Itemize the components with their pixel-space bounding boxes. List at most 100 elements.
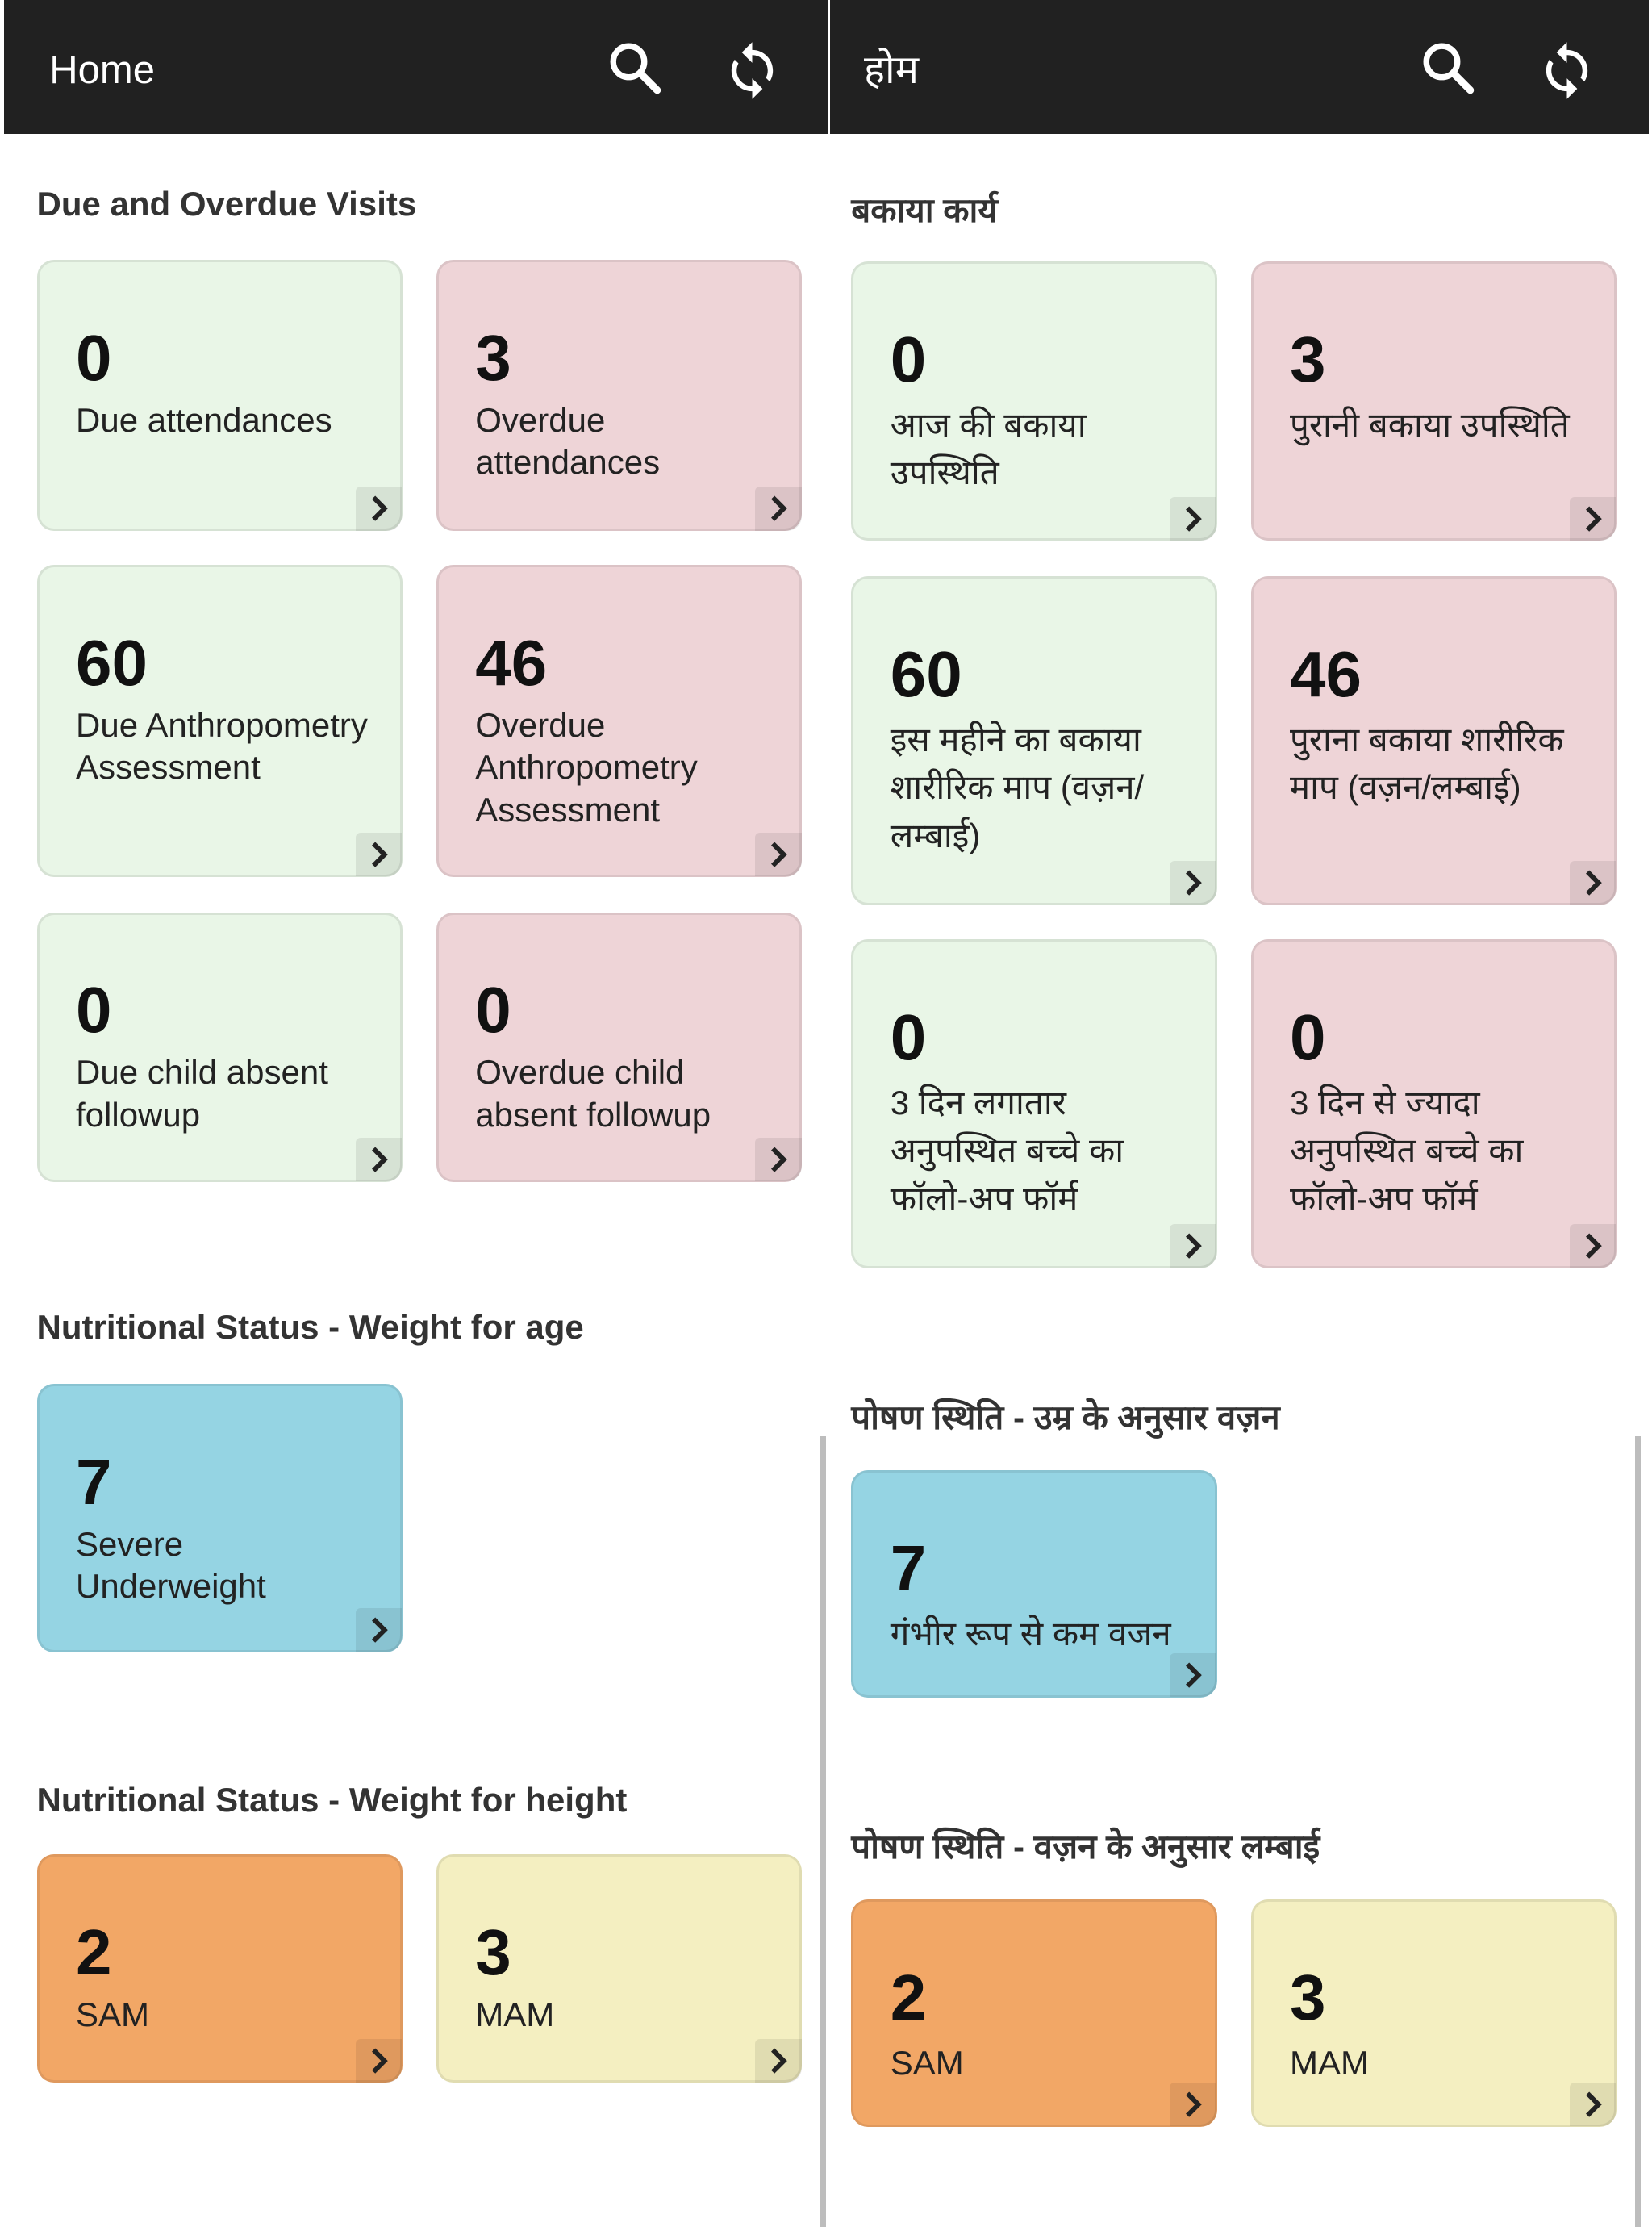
summary-card[interactable]: 7 Severe Underweight [36, 1384, 403, 1652]
card-label: आज की बकाया उपस्थिति [890, 405, 1087, 492]
card-count: 0 [890, 1001, 927, 1073]
card-label: Overdue Anthropometry Assessment [475, 705, 698, 829]
summary-card[interactable]: 3 पुरानी बकाया उपस्थिति [1250, 261, 1617, 541]
chevron [770, 1147, 787, 1172]
card-count: 3 [1290, 323, 1326, 395]
chevron [371, 2047, 388, 2074]
chevron [1186, 1233, 1203, 1259]
search-button[interactable] [604, 37, 666, 99]
card-label: Severe Underweight [76, 1524, 266, 1606]
summary-card[interactable]: 2 SAM [851, 1899, 1217, 2127]
sync-button[interactable] [721, 40, 783, 102]
app-bar [4, 0, 829, 135]
summary-card[interactable]: 3 MAM [436, 1853, 802, 2083]
card-arrow [1569, 2082, 1617, 2126]
card-count: 7 [890, 1531, 927, 1604]
chevron [371, 1147, 388, 1172]
section-title: Nutritional Status - Weight for height [36, 1780, 628, 1819]
card-count: 0 [76, 321, 112, 394]
section-title: Due and Overdue Visits [36, 185, 417, 224]
card-label: Due Anthropometry Assessment [76, 705, 368, 787]
card-label: MAM [1290, 2043, 1369, 2082]
chevron [1186, 505, 1203, 532]
search-button[interactable] [1417, 37, 1479, 99]
screen-title: Home [49, 48, 155, 92]
section-title: Nutritional Status - Weight for age [36, 1307, 584, 1346]
card-arrow [754, 1138, 802, 1182]
summary-card[interactable]: 0 Overdue child absent followup [436, 912, 802, 1182]
card-label: Due attendances [76, 400, 332, 439]
card-arrow [355, 487, 403, 531]
section-title: पोषण स्थिति - उम्र के अनुसार वज़न [851, 1398, 1280, 1437]
card-arrow [1170, 861, 1216, 905]
card-count: 2 [76, 1916, 112, 1988]
chevron [371, 495, 388, 522]
summary-card[interactable]: 3 Overdue attendances [436, 260, 802, 531]
chevron [1585, 2091, 1602, 2117]
card-label: MAM [475, 1995, 555, 2033]
scrollbar [1634, 1435, 1641, 2227]
summary-card[interactable]: 60 इस महीने का बकाया शारीरिक माप (वज़न/लम… [851, 576, 1217, 905]
chevron [770, 495, 787, 522]
chevron [371, 842, 388, 867]
chevron [1186, 870, 1203, 896]
sync-button-glyph [732, 42, 774, 99]
summary-card[interactable]: 7 गंभीर रूप से कम वजन [851, 1469, 1217, 1698]
card-label: SAM [76, 1995, 150, 2033]
summary-card[interactable]: 2 SAM [36, 1853, 403, 2083]
card-count: 46 [475, 626, 548, 699]
card-count: 0 [890, 323, 927, 395]
card-label: Overdue child absent followup [475, 1053, 711, 1134]
chevron [1186, 2091, 1203, 2117]
chevron [1186, 1662, 1203, 1688]
summary-card[interactable]: 0 3 दिन से ज्यादा अनुपस्थित बच्चे का फॉलो… [1250, 938, 1617, 1268]
card-count: 3 [475, 1916, 511, 1988]
search-button-glyph [610, 43, 661, 94]
search-button-glyph [1423, 43, 1475, 94]
summary-card[interactable]: 3 MAM [1250, 1899, 1617, 2127]
card-label: 3 दिन से ज्यादा अनुपस्थित बच्चे का फॉलो-… [1290, 1083, 1524, 1218]
card-count: 3 [1290, 1961, 1326, 2033]
card-count: 0 [475, 974, 511, 1047]
summary-card[interactable]: 0 आज की बकाया उपस्थिति [851, 261, 1217, 541]
card-arrow [754, 487, 802, 531]
card-label: Due child absent followup [76, 1053, 328, 1134]
chevron [371, 1617, 388, 1643]
sync-button[interactable] [1536, 40, 1598, 102]
card-count: 60 [76, 626, 148, 699]
chevron [770, 842, 787, 867]
card-arrow [1569, 861, 1617, 905]
sync-button-glyph [1546, 42, 1588, 99]
summary-card[interactable]: 60 Due Anthropometry Assessment [36, 565, 403, 877]
card-label: SAM [890, 2043, 964, 2082]
card-arrow [355, 2038, 403, 2083]
card-arrow [1569, 496, 1617, 541]
card-arrow [355, 833, 403, 877]
card-arrow [1170, 496, 1216, 541]
summary-card[interactable]: 0 Due child absent followup [36, 912, 403, 1182]
card-arrow [355, 1607, 403, 1652]
card-label: इस महीने का बकाया शारीरिक माप (वज़न/लम्ब… [890, 720, 1145, 854]
app-bar [830, 0, 1649, 135]
summary-card[interactable]: 0 Due attendances [36, 260, 403, 531]
section-title: बकाया कार्य [851, 191, 998, 229]
summary-card[interactable]: 0 3 दिन लगातार अनुपस्थित बच्चे का फॉलो-अप… [851, 938, 1217, 1268]
scrollbar [820, 1435, 826, 2227]
card-count: 46 [1290, 637, 1362, 710]
card-arrow [1170, 1652, 1216, 1697]
card-count: 3 [475, 321, 511, 394]
chevron [1585, 870, 1602, 896]
summary-card[interactable]: 46 पुराना बकाया शारीरिक माप (वज़न/लम्बाई) [1250, 576, 1617, 905]
card-arrow [1569, 1223, 1617, 1268]
card-label: Overdue attendances [475, 400, 661, 482]
card-count: 0 [76, 974, 112, 1047]
card-count: 60 [890, 637, 962, 710]
card-label: पुरानी बकाया उपस्थिति [1290, 405, 1570, 444]
summary-card[interactable]: 46 Overdue Anthropometry Assessment [436, 565, 802, 877]
screen-title: होम [864, 48, 920, 92]
card-arrow [1170, 2082, 1216, 2126]
card-label: पुराना बकाया शारीरिक माप (वज़न/लम्बाई) [1290, 720, 1564, 807]
chevron [1585, 1233, 1602, 1259]
section-title: पोषण स्थिति - वज़न के अनुसार लम्बाई [851, 1828, 1320, 1866]
